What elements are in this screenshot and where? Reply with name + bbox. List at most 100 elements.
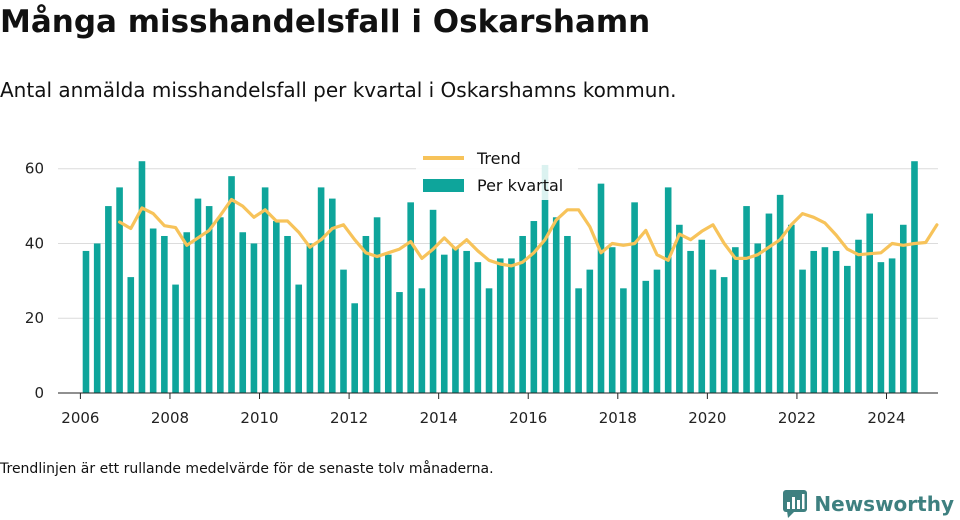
legend-swatch-bars bbox=[423, 179, 464, 192]
bar bbox=[295, 284, 303, 393]
bar bbox=[317, 187, 325, 393]
bar bbox=[552, 217, 560, 393]
bar bbox=[754, 243, 762, 393]
x-tick-label: 2018 bbox=[599, 409, 637, 427]
bar bbox=[463, 250, 470, 393]
bar bbox=[205, 206, 213, 393]
bar bbox=[541, 164, 549, 393]
bar bbox=[306, 243, 314, 393]
bar bbox=[844, 265, 851, 393]
bar bbox=[888, 258, 896, 393]
bar bbox=[508, 258, 515, 393]
bar bbox=[149, 228, 157, 393]
bar bbox=[228, 176, 235, 393]
y-tick-label: 0 bbox=[34, 384, 44, 402]
bar bbox=[575, 288, 582, 393]
bar bbox=[485, 288, 493, 393]
bar bbox=[261, 187, 269, 393]
bar bbox=[519, 235, 526, 393]
bar bbox=[855, 239, 862, 393]
y-tick-label: 40 bbox=[25, 234, 44, 252]
bar bbox=[732, 247, 739, 393]
bar bbox=[597, 183, 605, 393]
x-tick-label: 2016 bbox=[509, 409, 547, 427]
bar bbox=[373, 217, 381, 393]
bar bbox=[105, 206, 112, 393]
bar bbox=[899, 224, 907, 393]
bar bbox=[776, 194, 784, 393]
bar bbox=[138, 161, 146, 393]
chart-title: Många misshandelsfall i Oskarshamn bbox=[0, 4, 651, 40]
x-tick-label: 2022 bbox=[778, 409, 816, 427]
bar bbox=[788, 224, 795, 393]
bar bbox=[676, 224, 683, 393]
brand: Newsworthy bbox=[782, 489, 954, 519]
x-tick-label: 2014 bbox=[420, 409, 458, 427]
bar bbox=[743, 206, 750, 393]
bar bbox=[194, 198, 202, 393]
bar bbox=[810, 250, 818, 393]
bar bbox=[239, 232, 247, 393]
bar bbox=[116, 187, 123, 393]
footnote: Trendlinjen är ett rullande medelvärde f… bbox=[0, 461, 494, 477]
chart-subtitle: Antal anmälda misshandelsfall per kvarta… bbox=[0, 78, 677, 102]
bar bbox=[642, 280, 650, 393]
bar bbox=[340, 269, 347, 393]
bar bbox=[93, 243, 101, 393]
bar bbox=[586, 269, 594, 393]
bar bbox=[564, 235, 571, 393]
bar bbox=[698, 239, 706, 393]
bar bbox=[396, 292, 403, 393]
bar-line-chart: 0 20 40 60 2006 2008 2010 2012 2014 2016 2018 2020 2… bbox=[25, 144, 939, 427]
bar bbox=[530, 221, 538, 393]
bar bbox=[608, 247, 616, 393]
bar bbox=[620, 288, 627, 393]
newsworthy-logo-icon bbox=[783, 490, 808, 518]
bar bbox=[217, 217, 224, 393]
x-tick-label: 2012 bbox=[330, 409, 368, 427]
x-tick-label: 2010 bbox=[240, 409, 278, 427]
y-tick-label: 20 bbox=[25, 309, 44, 327]
bar bbox=[720, 277, 728, 393]
bar bbox=[664, 187, 672, 393]
bar bbox=[653, 269, 661, 393]
bar bbox=[362, 235, 370, 393]
bar bbox=[351, 303, 358, 393]
bar bbox=[407, 202, 414, 393]
bar bbox=[709, 269, 717, 393]
bar bbox=[799, 269, 806, 393]
bar bbox=[161, 235, 168, 393]
legend-label-bars: Per kvartal bbox=[477, 176, 563, 195]
x-tick-label: 2024 bbox=[867, 409, 905, 427]
bar bbox=[82, 250, 90, 393]
bar bbox=[127, 277, 135, 393]
x-tick-label: 2006 bbox=[61, 409, 99, 427]
bar bbox=[273, 221, 280, 393]
bar bbox=[866, 213, 874, 393]
bar bbox=[172, 284, 179, 393]
bar bbox=[452, 247, 459, 393]
bar bbox=[832, 250, 840, 393]
bar bbox=[440, 254, 448, 393]
bar bbox=[284, 235, 291, 393]
bar bbox=[687, 250, 694, 393]
x-tick-label: 2008 bbox=[151, 409, 189, 427]
bar bbox=[911, 161, 918, 393]
bar bbox=[418, 288, 426, 393]
bar bbox=[250, 243, 258, 393]
bar bbox=[821, 247, 829, 393]
bar bbox=[384, 254, 392, 393]
bar bbox=[183, 232, 191, 393]
trend-line bbox=[117, 197, 939, 268]
legend-label-trend: Trend bbox=[476, 149, 521, 168]
bar bbox=[877, 262, 885, 393]
bar bbox=[496, 258, 504, 393]
bar bbox=[329, 198, 336, 393]
bar bbox=[474, 262, 482, 393]
brand-name: Newsworthy bbox=[814, 492, 954, 516]
y-tick-label: 60 bbox=[25, 160, 44, 178]
x-tick-label: 2020 bbox=[688, 409, 726, 427]
bar bbox=[631, 202, 638, 393]
bar bbox=[429, 209, 437, 393]
bar bbox=[765, 213, 773, 393]
